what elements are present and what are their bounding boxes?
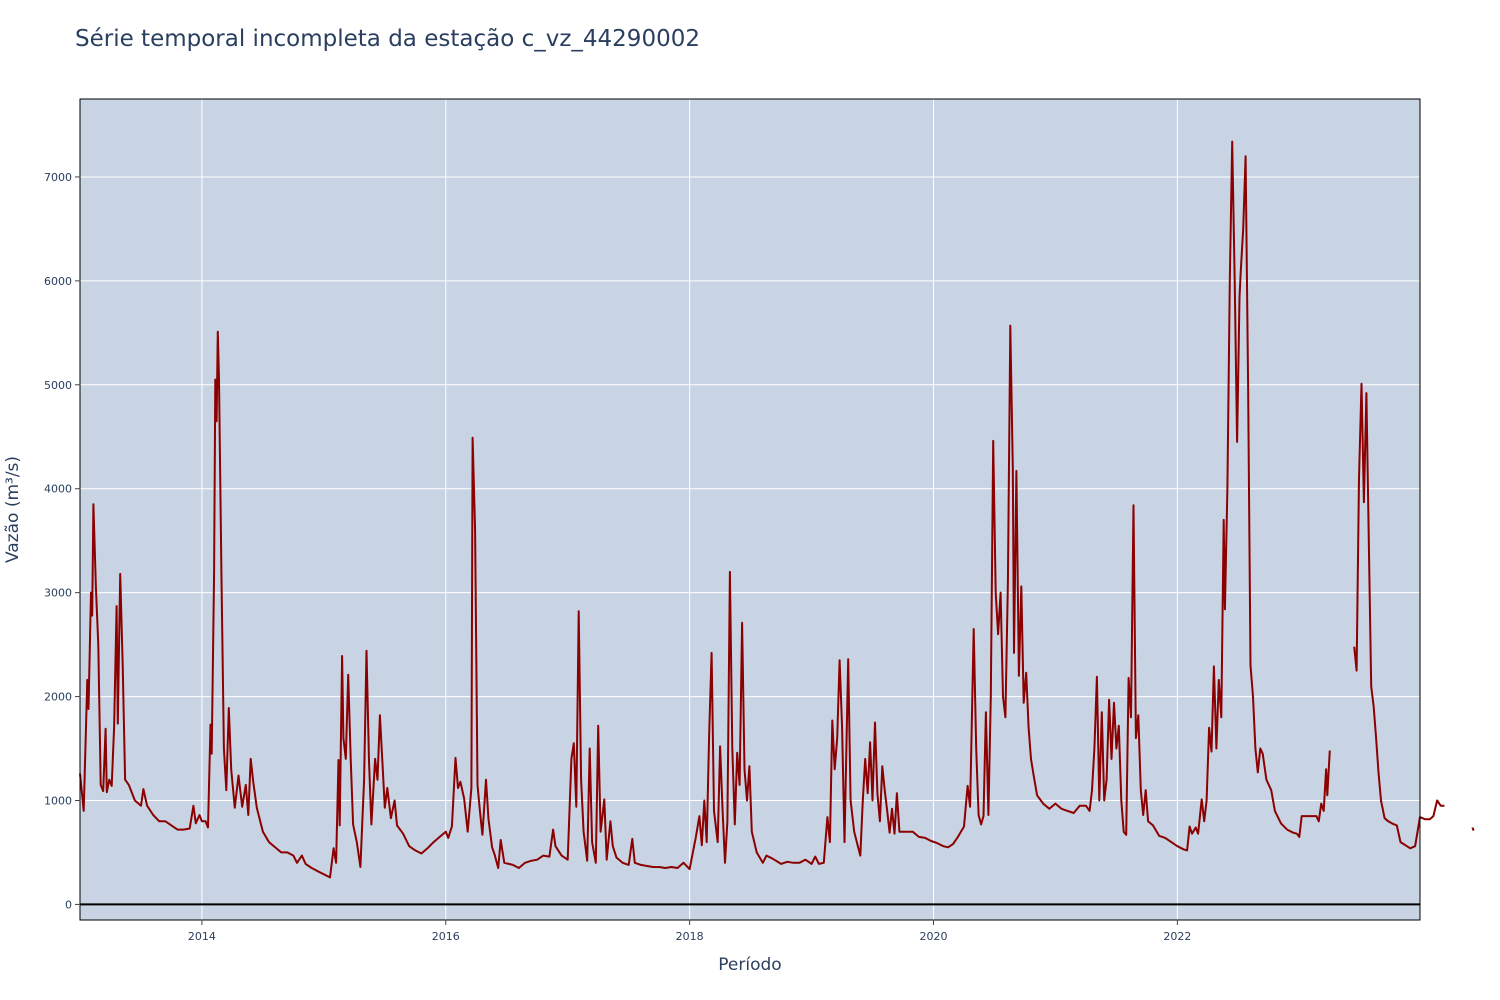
x-tick-label: 2020: [920, 930, 948, 943]
series-line-segment: [1471, 827, 1475, 831]
x-tick-label: 2016: [432, 930, 460, 943]
y-tick-label: 6000: [44, 275, 72, 288]
x-axis-ticks: 2014 2016 2018 2020 2022: [188, 920, 1191, 943]
x-tick-label: 2022: [1163, 930, 1191, 943]
x-gridlines: [201, 99, 1178, 920]
y-tick-label: 2000: [44, 691, 72, 704]
y-tick-label: 4000: [44, 483, 72, 496]
x-axis-title: Período: [718, 955, 781, 975]
series-line-segment: [79, 140, 1331, 879]
series-line-segment: [1353, 382, 1445, 850]
y-tick-label: 1000: [44, 794, 72, 807]
y-gridlines: [80, 176, 1420, 801]
plot-frame: [79, 98, 1421, 921]
x-tick-label: 2014: [188, 930, 216, 943]
chart-title: Série temporal incompleta da estação c_v…: [75, 26, 700, 52]
y-axis-ticks: 0 1000 2000 3000 4000 5000 6000 7000: [44, 171, 80, 911]
y-tick-label: 3000: [44, 587, 72, 600]
y-tick-label: 7000: [44, 171, 72, 184]
y-tick-label: 5000: [44, 379, 72, 392]
y-tick-label: 0: [65, 898, 72, 911]
series-layer: [79, 140, 1475, 879]
x-tick-label: 2018: [676, 930, 704, 943]
y-axis-title: Vazão (m³/s): [3, 456, 23, 563]
